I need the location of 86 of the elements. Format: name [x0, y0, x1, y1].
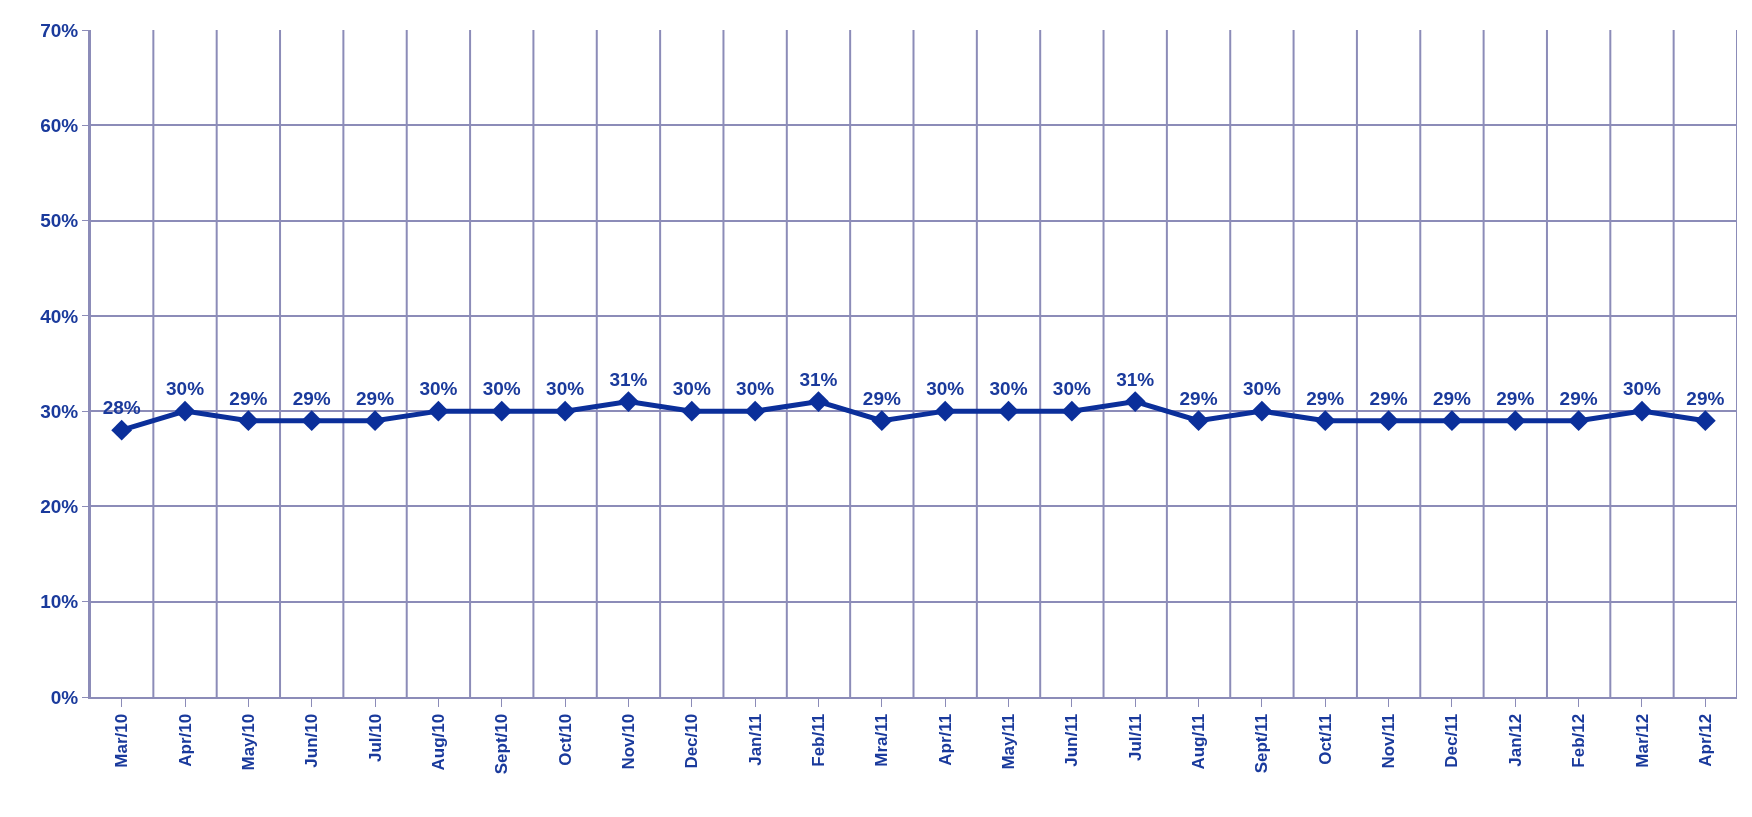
data-label: 29%: [1559, 387, 1598, 409]
point: [1378, 410, 1399, 432]
x-tick-label: Mar/10: [112, 713, 132, 768]
point: [808, 391, 829, 413]
data-label: 30%: [1242, 378, 1282, 400]
data-label: 29%: [1369, 387, 1408, 409]
x-tick-label: Mar/12: [1632, 713, 1652, 768]
data-label: 30%: [1052, 378, 1091, 400]
x-tick-label: Oct/10: [555, 713, 575, 766]
point: [237, 410, 259, 432]
x-tick-label: May/10: [238, 713, 258, 771]
point: [681, 400, 703, 422]
x-tick-label: Jun/10: [302, 713, 322, 768]
data-label: 30%: [419, 378, 458, 400]
data-label: 31%: [799, 368, 838, 390]
x-tick-label: Jan/12: [1505, 713, 1525, 767]
data-label: 29%: [1686, 387, 1725, 409]
data-label: 29%: [1432, 387, 1472, 409]
x-tick-label: Aug/10: [428, 713, 448, 771]
x-tick-label: Oct/11: [1315, 713, 1335, 765]
point: [554, 400, 576, 422]
point: [1441, 410, 1463, 432]
y-tick-label: 0%: [50, 686, 79, 708]
data-label: 30%: [926, 378, 965, 400]
point: [1694, 410, 1716, 432]
point: [111, 419, 133, 441]
data-label: 30%: [989, 378, 1028, 400]
x-tick-label: Aug/11: [1189, 713, 1209, 770]
x-tick-label: Sept/11: [1252, 713, 1272, 774]
data-label: 30%: [546, 378, 585, 400]
data-label: 28%: [102, 397, 141, 419]
point: [1124, 391, 1146, 413]
point: [934, 400, 956, 422]
data-label: 31%: [1116, 368, 1155, 390]
x-tick-label: Jul/10: [365, 713, 385, 762]
y-tick-label: 60%: [40, 114, 79, 136]
data-label: 29%: [1179, 387, 1218, 409]
x-tick-label: Dec/11: [1442, 713, 1462, 768]
data-label: 29%: [1496, 387, 1535, 409]
point: [1188, 410, 1209, 432]
x-tick-label: Jun/11: [1062, 713, 1082, 767]
data-label: 30%: [1622, 378, 1662, 400]
x-tick-label: Jul/11: [1125, 713, 1145, 762]
point: [491, 400, 513, 422]
point: [1631, 400, 1653, 422]
point: [428, 400, 449, 422]
point: [1568, 410, 1590, 432]
y-tick-label: 50%: [40, 210, 79, 232]
x-tick-label: Nov/11: [1379, 713, 1399, 769]
point: [998, 400, 1019, 422]
y-tick-label: 70%: [40, 19, 79, 41]
point: [744, 400, 766, 422]
x-tick-label: Apr/10: [175, 713, 195, 767]
x-tick-label: Apr/12: [1695, 713, 1715, 767]
point: [301, 410, 323, 432]
x-tick-label: Feb/12: [1569, 713, 1589, 768]
point: [1251, 400, 1273, 422]
data-label: 30%: [736, 378, 775, 400]
x-tick-label: Apr/11: [935, 713, 955, 766]
data-label: 29%: [229, 387, 268, 409]
y-tick-label: 20%: [40, 496, 79, 518]
data-label: 30%: [482, 378, 521, 400]
y-tick-label: 10%: [40, 591, 79, 613]
point: [1504, 410, 1526, 432]
point: [618, 391, 639, 413]
x-tick-label: Jan/11: [745, 713, 765, 766]
data-label: 30%: [166, 378, 205, 400]
y-tick-label: 40%: [40, 305, 79, 327]
x-tick-label: Feb/11: [809, 713, 829, 767]
x-tick-label: Sept/10: [492, 713, 512, 775]
data-label: 29%: [1306, 387, 1345, 409]
data-label: 31%: [609, 368, 648, 390]
x-tick-label: Nov/10: [618, 713, 638, 770]
point: [871, 410, 893, 432]
x-tick-label: Mra/11: [872, 713, 892, 767]
data-label: 29%: [292, 387, 331, 409]
point: [1061, 400, 1083, 422]
x-tick-label: Dec/10: [682, 713, 702, 769]
y-tick-label: 30%: [40, 400, 79, 422]
point: [364, 410, 386, 432]
x-tick-label: May/11: [999, 713, 1019, 770]
point: [1314, 410, 1336, 432]
data-label: 29%: [356, 387, 395, 409]
data-label: 30%: [672, 378, 711, 400]
data-label: 29%: [862, 387, 901, 409]
point: [174, 400, 196, 422]
